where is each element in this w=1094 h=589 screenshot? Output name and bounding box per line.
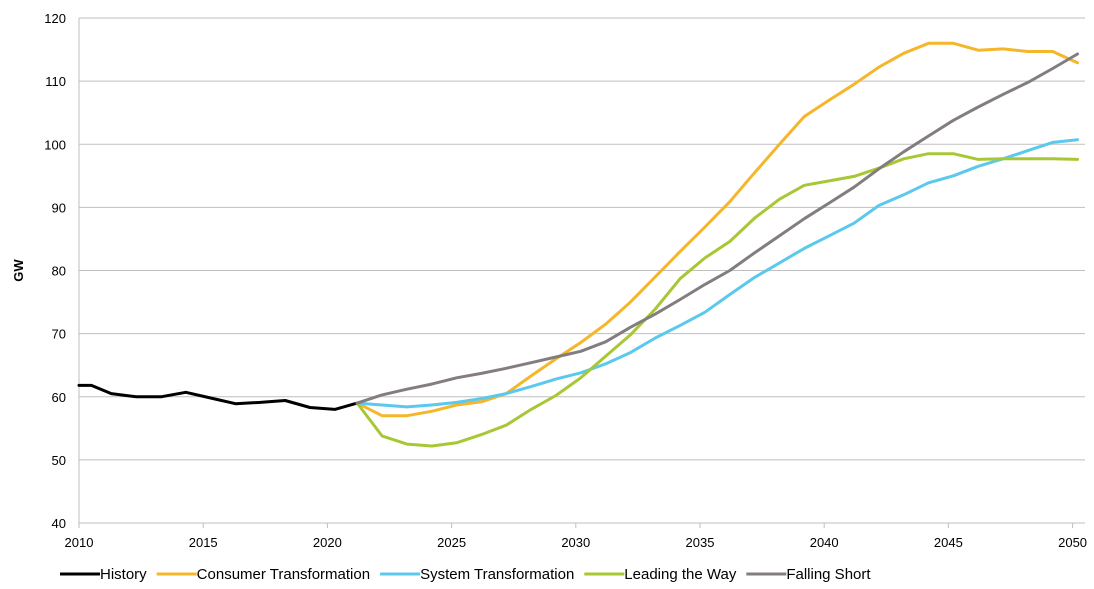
series-line-leading-the-way	[355, 152, 1079, 448]
axes	[78, 18, 1085, 524]
x-tick-label: 2025	[437, 535, 466, 550]
y-tick-label: 110	[45, 74, 66, 89]
x-tick-label: 2040	[810, 535, 839, 550]
legend-label: History	[100, 566, 147, 583]
series-line-falling-short	[355, 52, 1079, 405]
x-tick-label: 2050	[1058, 535, 1087, 550]
series-line-consumer-transformation	[355, 41, 1079, 418]
y-tick-label: 40	[52, 516, 66, 531]
y-tick-label: 70	[52, 327, 66, 342]
series-line-system-transformation	[355, 138, 1079, 409]
y-tick-label: 60	[52, 390, 66, 405]
y-tick-label: 100	[44, 137, 66, 152]
x-tick-label: 2030	[561, 535, 590, 550]
y-tick-label: 50	[52, 453, 66, 468]
series-line-history	[77, 383, 359, 411]
y-tick-label: 120	[44, 11, 66, 26]
legend-label: Falling Short	[786, 566, 871, 583]
y-tick-label: 80	[52, 264, 66, 279]
x-tick-label: 2015	[189, 535, 218, 550]
legend-label: Leading the Way	[624, 566, 737, 583]
x-tick-label: 2020	[313, 535, 342, 550]
gridlines	[79, 17, 1085, 461]
x-tick-label: 2045	[934, 535, 963, 550]
y-axis-label: GW	[11, 259, 26, 282]
x-tick-label: 2035	[686, 535, 715, 550]
series-lines	[77, 41, 1079, 448]
legend-label: System Transformation	[420, 566, 574, 583]
y-tick-labels: 40 50 60 70 80 90 100 110 120	[44, 11, 66, 531]
y-tick-label: 90	[52, 200, 66, 215]
legend: History Consumer Transformation System Tra…	[60, 566, 871, 583]
legend-label: Consumer Transformation	[197, 566, 370, 583]
x-tick-label: 2010	[65, 535, 94, 550]
x-tick-labels: 2010 2015 2020 2025 2030 2035 2040 2045 2050	[65, 523, 1087, 550]
